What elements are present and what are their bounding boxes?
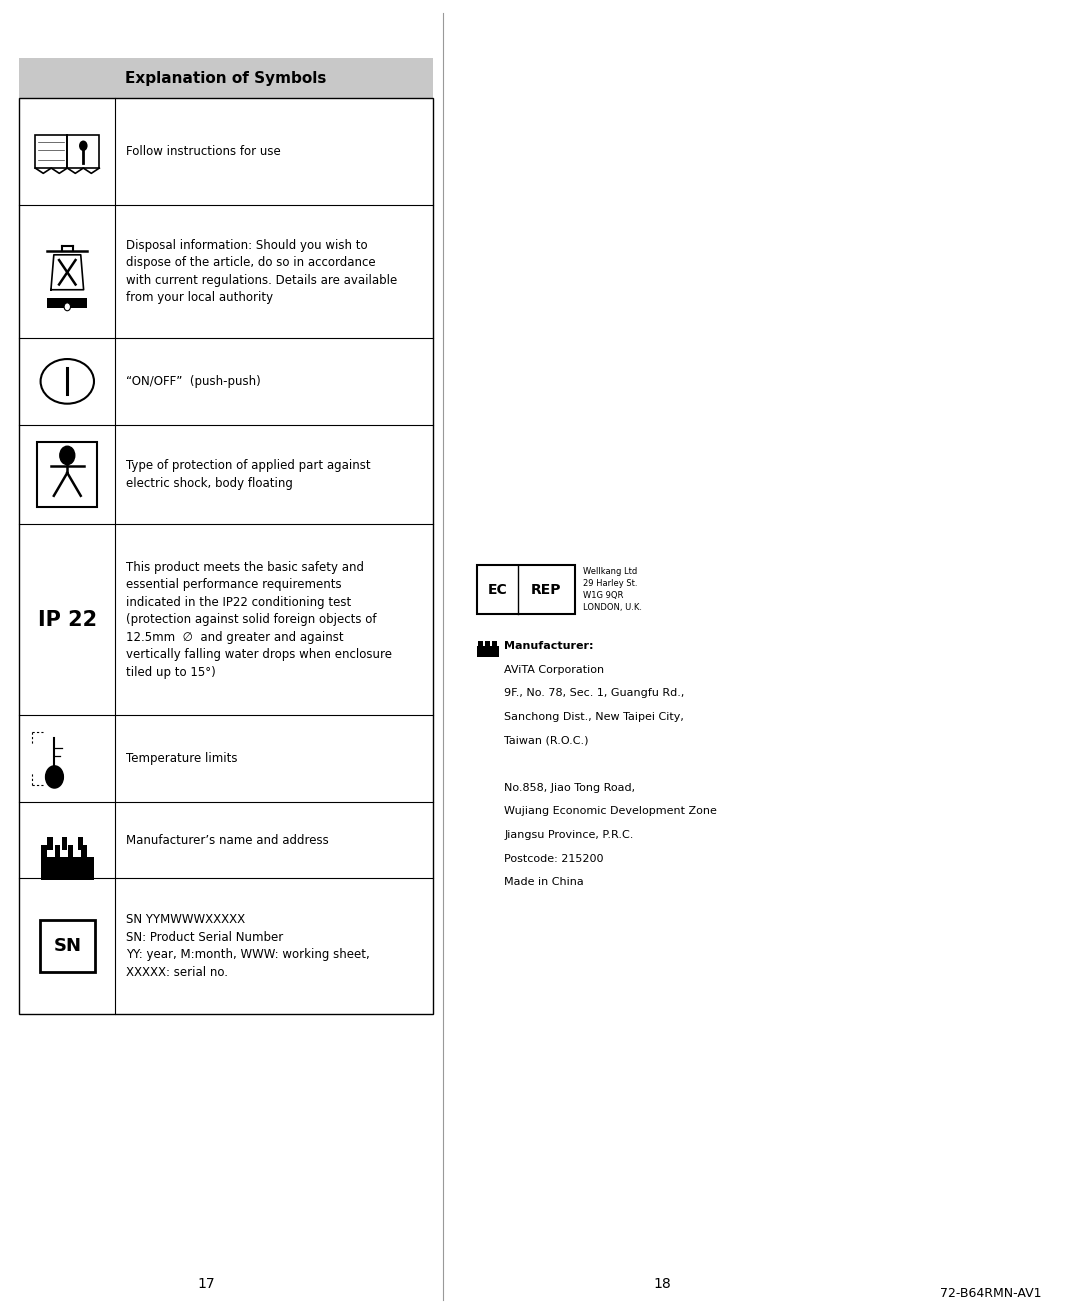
Text: Disposal information: Should you wish to
dispose of the article, do so in accord: Disposal information: Should you wish to… (126, 239, 397, 305)
Bar (41, 856, 94, 880)
Circle shape (64, 303, 70, 311)
Text: AViTA Corporation: AViTA Corporation (504, 664, 604, 675)
Text: “ON/OFF”  (push-push): “ON/OFF” (push-push) (126, 376, 261, 387)
Text: SN YYMWWWXXXXX
SN: Product Serial Number
YY: year, M:month, WWW: working sheet,
: SN YYMWWWXXXXX SN: Product Serial Number… (126, 913, 370, 978)
Bar (477, 646, 499, 656)
Ellipse shape (41, 358, 94, 403)
Text: Manufacturer:: Manufacturer: (504, 641, 594, 651)
Circle shape (79, 140, 88, 151)
Bar (68, 844, 74, 856)
Text: SN: SN (53, 937, 81, 955)
Text: Follow instructions for use: Follow instructions for use (126, 146, 281, 158)
Text: Taiwan (R.O.C.): Taiwan (R.O.C.) (504, 735, 588, 746)
Bar (54, 844, 60, 856)
Text: This product meets the basic safety and
essential performance requirements
indic: This product meets the basic safety and … (126, 561, 392, 679)
Text: Manufacturer’s name and address: Manufacturer’s name and address (126, 834, 329, 847)
Bar (78, 836, 83, 850)
Text: Made in China: Made in China (504, 877, 584, 888)
Text: 17: 17 (198, 1278, 215, 1291)
Text: Temperature limits: Temperature limits (126, 752, 237, 765)
Text: Wujiang Economic Development Zone: Wujiang Economic Development Zone (504, 806, 717, 817)
Text: Type of protection of applied part against
electric shock, body floating: Type of protection of applied part again… (126, 460, 371, 490)
Text: 9F., No. 78, Sec. 1, Guangfu Rd.,: 9F., No. 78, Sec. 1, Guangfu Rd., (504, 688, 685, 699)
Bar (67, 135, 99, 168)
Bar (477, 565, 575, 614)
Bar (485, 641, 489, 646)
Bar (62, 836, 67, 850)
Text: REP: REP (531, 583, 562, 596)
Text: EC: EC (488, 583, 507, 596)
Text: No.858, Jiao Tong Road,: No.858, Jiao Tong Road, (504, 783, 635, 793)
Bar (37, 441, 97, 507)
Bar (42, 844, 47, 856)
Bar (47, 298, 88, 309)
Bar (19, 58, 433, 98)
Bar (19, 98, 433, 1014)
Text: Jiangsu Province, P.R.C.: Jiangsu Province, P.R.C. (504, 830, 633, 840)
Bar (81, 844, 87, 856)
Text: Explanation of Symbols: Explanation of Symbols (125, 71, 327, 85)
Text: 72-B64RMN-AV1: 72-B64RMN-AV1 (940, 1287, 1041, 1300)
Bar (35, 135, 67, 168)
Bar (40, 919, 95, 972)
Circle shape (60, 446, 75, 465)
Text: 18: 18 (654, 1278, 671, 1291)
Bar (47, 836, 52, 850)
Text: Sanchong Dist., New Taipei City,: Sanchong Dist., New Taipei City, (504, 712, 684, 722)
Text: Postcode: 215200: Postcode: 215200 (504, 853, 603, 864)
Text: IP 22: IP 22 (37, 609, 97, 629)
Circle shape (45, 765, 64, 789)
Bar (478, 641, 483, 646)
Text: Wellkang Ltd
29 Harley St.
W1G 9QR
LONDON, U.K.: Wellkang Ltd 29 Harley St. W1G 9QR LONDO… (583, 567, 642, 612)
Bar (491, 641, 497, 646)
